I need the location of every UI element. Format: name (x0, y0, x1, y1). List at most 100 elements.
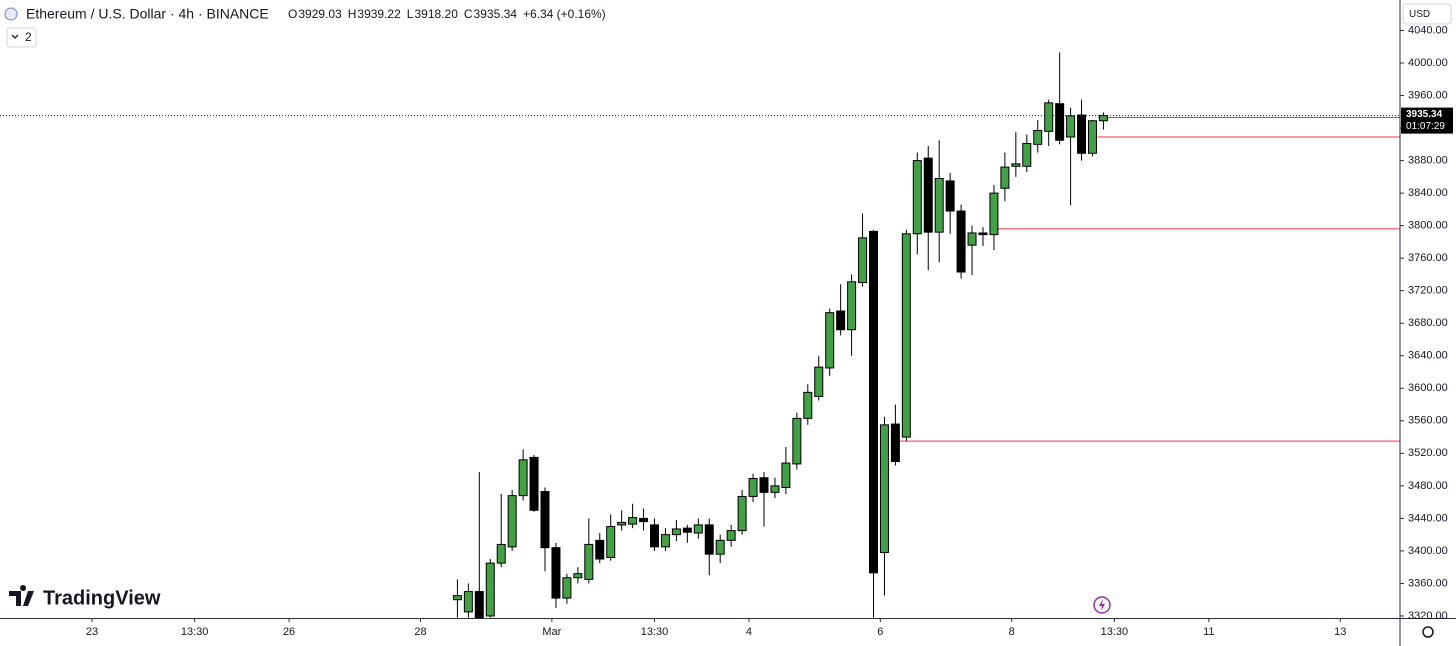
y-tick-label: 3520.00 (1408, 447, 1448, 459)
x-tick-label: 23 (86, 626, 98, 638)
candle-body (507, 495, 517, 548)
candle-body (693, 524, 703, 534)
candle-body (518, 459, 528, 497)
candle-body (912, 160, 922, 235)
candle-body (463, 591, 473, 613)
candle-body (1055, 103, 1065, 141)
candle-body (474, 591, 484, 619)
event-bolt (1099, 599, 1105, 611)
ohlc-label: L (407, 7, 414, 21)
candle-body (945, 180, 955, 212)
candle-body (923, 157, 933, 233)
y-tick-label: 3880.00 (1408, 155, 1448, 167)
symbol: Ethereum / U.S. Dollar · 4h · BINANCE (26, 6, 269, 22)
x-tick-label: 28 (414, 626, 426, 638)
candle-body (595, 539, 605, 560)
candle-body (879, 424, 889, 554)
y-tick-label: 3480.00 (1408, 480, 1448, 492)
y-tick-label: 3400.00 (1408, 545, 1448, 557)
chevron (11, 34, 19, 39)
candle-body (1087, 120, 1097, 154)
candle-body (825, 312, 835, 369)
settings-icon[interactable] (1422, 626, 1434, 638)
y-tick-label: 3840.00 (1408, 187, 1448, 199)
candle-body (617, 521, 627, 526)
candle-body (628, 517, 638, 525)
change: +6.34 (+0.16%) (523, 7, 606, 21)
candle-body (726, 530, 736, 541)
candle-body (660, 534, 670, 548)
candle-body (682, 527, 692, 533)
x-tick-label: 13:30 (641, 626, 669, 638)
indicator-toggle[interactable] (6, 27, 37, 48)
y-tick-label: 3600.00 (1408, 382, 1448, 394)
last-price-box (1401, 107, 1453, 134)
y-tick-label: 3720.00 (1408, 285, 1448, 297)
candle-body (737, 495, 747, 532)
candle-body (978, 232, 988, 236)
candle-body (847, 281, 857, 331)
candle-body (584, 543, 594, 580)
x-tick-label: 13 (1334, 626, 1346, 638)
ohlc-label: O (288, 7, 297, 21)
y-tick-label: 3760.00 (1408, 252, 1448, 264)
symbol-icon (4, 7, 18, 21)
candle-body (748, 478, 758, 497)
candle-body (540, 491, 550, 549)
y-tick-label: 3640.00 (1408, 350, 1448, 362)
y-tick-label: 3800.00 (1408, 220, 1448, 232)
logo-icon (9, 585, 34, 606)
candle-body (901, 233, 911, 438)
candle-body (1022, 143, 1032, 167)
x-tick-label: 6 (877, 626, 883, 638)
currency: USD (1409, 9, 1430, 20)
ohlc-value: 3929.03 (298, 7, 342, 21)
y-tick-label: 4040.00 (1408, 24, 1448, 36)
y-tick-label: 4000.00 (1408, 57, 1448, 69)
candle-body (606, 526, 616, 558)
y-tick-label: 3560.00 (1408, 415, 1448, 427)
candle-body (814, 366, 824, 397)
candle-body (836, 310, 846, 331)
time-axis (0, 618, 1456, 646)
y-tick-label: 3320.00 (1408, 610, 1448, 622)
candle-body (485, 562, 495, 617)
candle-body (770, 485, 780, 493)
candle-body (967, 232, 977, 246)
candle-body (452, 595, 462, 601)
last-price-label: 3935.34 (1406, 109, 1443, 120)
candle-body (529, 456, 539, 511)
candle-body (715, 539, 725, 555)
x-tick-label: 13:30 (1101, 626, 1129, 638)
candle-body (639, 517, 649, 523)
x-tick-label: Mar (542, 626, 561, 638)
x-tick-label: 26 (283, 626, 295, 638)
candle-body (496, 543, 506, 564)
candle-body (1077, 114, 1087, 154)
x-tick-label: 8 (1009, 626, 1015, 638)
plot (0, 52, 1400, 619)
x-tick-label: 4 (746, 626, 752, 638)
candle-body (1000, 166, 1010, 189)
x-tick-label: 11 (1203, 626, 1214, 638)
ohlc-value: 3939.22 (357, 7, 401, 21)
candle-body (934, 177, 944, 233)
candle-body (1011, 163, 1021, 167)
candle-body (671, 528, 681, 536)
candle-body (792, 417, 802, 465)
candle-body (803, 391, 813, 419)
ohlc-value: 3918.20 (414, 7, 458, 21)
currency-button[interactable] (1402, 3, 1452, 25)
x-tick-label: 13:30 (181, 626, 209, 638)
event-icon[interactable] (1093, 596, 1111, 614)
candle-body (868, 230, 878, 574)
y-tick-label: 3440.00 (1408, 512, 1448, 524)
logo: TradingView (43, 587, 161, 609)
y-tick-label: 3360.00 (1408, 577, 1448, 589)
candle-body (704, 524, 714, 555)
candle-body (759, 477, 769, 493)
countdown: 01:07:29 (1406, 121, 1445, 132)
y-tick-label: 3680.00 (1408, 317, 1448, 329)
